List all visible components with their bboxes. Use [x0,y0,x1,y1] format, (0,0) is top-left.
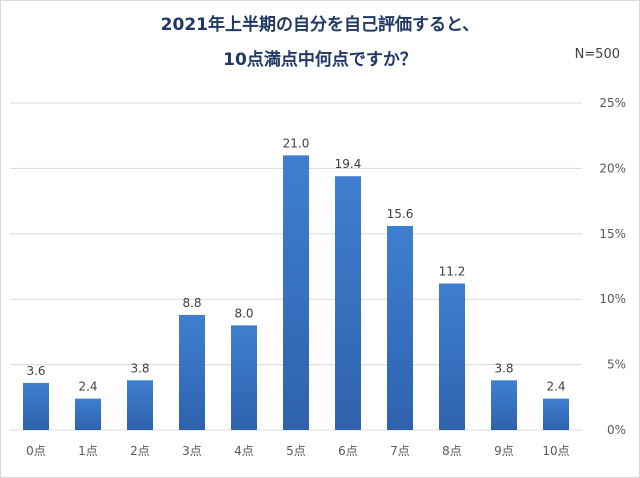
chart-title-line2: 10点満点中何点ですか？ [223,50,417,70]
data-label: 3.8 [130,361,149,375]
data-label: 8.0 [234,306,253,320]
bar [439,283,465,430]
x-tick-label: 0点 [26,444,46,458]
bar [491,380,517,430]
value-labels: 3.6 2.4 3.8 8.8 8.0 21.0 19.4 15.6 11.2 3.8 2.4 [26,136,565,393]
y-tick-label: 15% [599,227,626,241]
data-label: 2.4 [546,380,565,394]
y-tick-label: 10% [599,292,626,306]
category-labels: 0点 1点 2点 3点 4点 5点 6点 7点 8点 9点 10点 [26,444,569,458]
bar [127,380,153,430]
x-tick-label: 10点 [542,444,569,458]
y-axis-ticks: 0% 5% 10% 15% 20% 25% [599,96,626,437]
data-label: 3.6 [26,364,45,378]
y-tick-label: 5% [607,358,626,372]
y-tick-label: 0% [607,423,626,437]
bar [543,398,569,430]
x-tick-label: 9点 [494,444,514,458]
x-tick-label: 6点 [338,444,358,458]
y-tick-label: 20% [599,161,626,175]
data-label: 19.4 [335,157,362,171]
bar [387,225,413,430]
data-label: 2.4 [78,380,97,394]
bar [231,325,257,430]
bars [23,155,569,430]
bar [23,382,49,430]
bar [335,176,361,430]
sample-size-label: N=500 [574,47,620,62]
bar [179,314,205,430]
data-label: 8.8 [182,296,201,310]
chart-title-line1: 2021年上半期の自分を自己評価すると、 [160,15,480,35]
bar [283,155,309,430]
bar [75,398,101,430]
x-tick-label: 8点 [442,444,462,458]
data-label: 11.2 [439,265,466,279]
y-tick-label: 25% [599,96,626,110]
x-tick-label: 1点 [78,444,98,458]
data-label: 21.0 [283,136,310,150]
data-label: 15.6 [387,207,414,221]
x-tick-label: 5点 [286,444,306,458]
x-tick-label: 4点 [234,444,254,458]
data-label: 3.8 [494,361,513,375]
x-tick-label: 2点 [130,444,150,458]
x-tick-label: 7点 [390,444,410,458]
x-tick-label: 3点 [182,444,202,458]
